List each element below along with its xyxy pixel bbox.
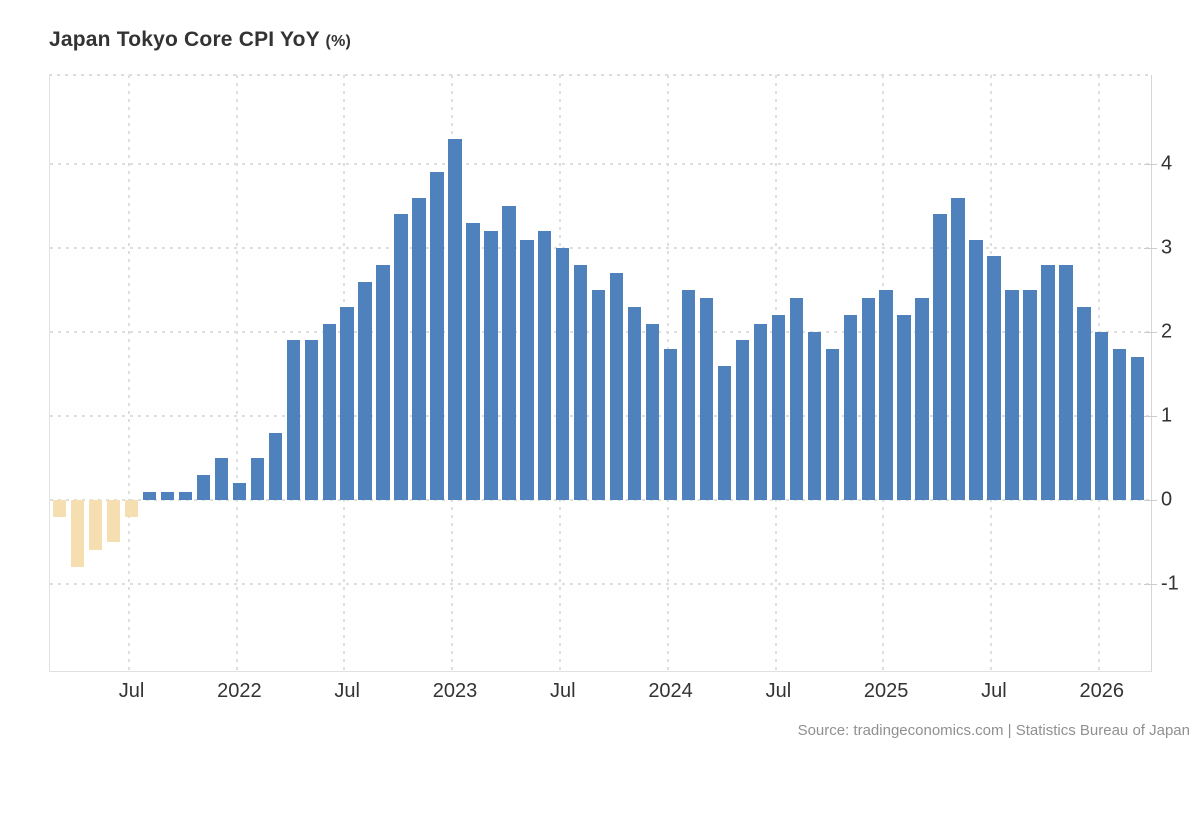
bar-nov-2023[interactable] [627, 306, 642, 500]
bar-nov-2025[interactable] [1059, 264, 1073, 500]
bar-may-2022[interactable] [304, 340, 318, 500]
bar-apr-2023[interactable] [502, 206, 516, 500]
bar-sep-2022[interactable] [376, 264, 390, 500]
bar-jun-2022[interactable] [322, 323, 336, 500]
bar-oct-2024[interactable] [825, 348, 839, 500]
bar-jul-2025[interactable] [987, 256, 1001, 500]
x-axis-label-jul-16: Jul [334, 680, 360, 702]
gridline-y-3 [50, 247, 1151, 249]
bar-jan-2025[interactable] [879, 290, 893, 500]
bar-apr-2025[interactable] [933, 214, 947, 500]
bar-feb-2025[interactable] [897, 315, 911, 500]
y-axis-label-0: 0 [1161, 488, 1173, 511]
bar-jun-2021[interactable] [106, 500, 121, 542]
bar-oct-2021[interactable] [178, 491, 193, 500]
gridline-x-jul [127, 75, 130, 671]
bar-mar-2023[interactable] [484, 231, 498, 500]
bar-sep-2023[interactable] [592, 290, 606, 500]
bar-dec-2022[interactable] [430, 172, 444, 500]
bar-jan-2024[interactable] [663, 348, 678, 500]
gridline-x-2022 [235, 75, 238, 671]
x-axis-label-2022-10: 2022 [217, 680, 262, 702]
bar-oct-2022[interactable] [394, 214, 408, 500]
bar-jan-2023[interactable] [448, 138, 462, 500]
plot-area [49, 75, 1152, 672]
bar-feb-2026[interactable] [1113, 348, 1127, 500]
x-axis-label-2023-22: 2023 [432, 680, 478, 702]
x-axis-label-jul-52: Jul [981, 680, 1007, 702]
x-axis-label-jul-4: Jul [118, 680, 145, 702]
bar-apr-2022[interactable] [286, 340, 300, 500]
y-axis-label-2: 2 [1161, 320, 1173, 343]
y-tick-3 [1144, 248, 1157, 249]
bar-apr-2024[interactable] [717, 365, 732, 500]
bar-aug-2023[interactable] [574, 264, 588, 500]
chart-unit-label: (%) [325, 33, 352, 50]
bar-mar-2021[interactable] [53, 500, 67, 517]
bar-aug-2022[interactable] [358, 281, 372, 500]
bar-jun-2023[interactable] [538, 231, 552, 500]
gridline-y-0 [50, 499, 1151, 501]
bar-feb-2023[interactable] [466, 222, 480, 500]
bar-apr-2021[interactable] [70, 500, 85, 568]
gridline-y-4 [50, 163, 1151, 165]
x-axis-label-2025-46: 2025 [863, 680, 909, 702]
bar-sep-2025[interactable] [1023, 290, 1037, 500]
chart-title-text: Japan Tokyo Core CPI YoY [49, 28, 320, 51]
x-axis-label-2026-58: 2026 [1079, 680, 1125, 702]
bar-nov-2021[interactable] [196, 474, 211, 500]
gridline-y--1 [50, 583, 1151, 585]
bar-jun-2024[interactable] [753, 323, 768, 500]
bar-jul-2022[interactable] [340, 306, 354, 500]
x-axis-label-jul-28: Jul [549, 680, 576, 702]
bar-oct-2023[interactable] [609, 273, 624, 500]
y-tick-4 [1144, 164, 1157, 165]
y-axis-label-1: 1 [1161, 404, 1173, 427]
bar-jul-2023[interactable] [556, 248, 570, 500]
x-axis-label-2024-34: 2024 [648, 680, 693, 702]
bar-aug-2021[interactable] [142, 491, 157, 500]
bar-aug-2025[interactable] [1005, 290, 1019, 500]
y-tick--1 [1144, 584, 1157, 585]
bar-dec-2021[interactable] [214, 458, 229, 500]
bar-jul-2021[interactable] [124, 500, 139, 517]
bar-aug-2024[interactable] [789, 298, 804, 500]
y-axis-label--1: -1 [1161, 572, 1179, 595]
bar-oct-2025[interactable] [1041, 264, 1055, 500]
bar-feb-2022[interactable] [250, 458, 265, 500]
bar-mar-2022[interactable] [268, 432, 282, 500]
bar-sep-2024[interactable] [807, 332, 821, 500]
chart-title: Japan Tokyo Core CPI YoY (%) [49, 28, 351, 52]
source-attribution: Source: tradingeconomics.com | Statistic… [797, 722, 1190, 739]
bar-dec-2024[interactable] [861, 298, 875, 500]
bar-dec-2025[interactable] [1077, 306, 1091, 500]
y-axis-label-3: 3 [1161, 236, 1173, 259]
bar-may-2025[interactable] [951, 197, 965, 500]
bar-nov-2022[interactable] [412, 197, 426, 500]
bar-jul-2024[interactable] [771, 315, 786, 500]
bar-may-2024[interactable] [735, 340, 750, 500]
plot-top-border [49, 74, 1151, 76]
bar-sep-2021[interactable] [160, 491, 175, 500]
bar-jun-2025[interactable] [969, 239, 983, 500]
y-axis-label-4: 4 [1161, 152, 1173, 175]
bar-mar-2025[interactable] [915, 298, 929, 500]
y-tick-2 [1144, 332, 1157, 333]
bar-jan-2022[interactable] [232, 483, 247, 500]
bar-may-2023[interactable] [520, 239, 534, 500]
bar-mar-2024[interactable] [699, 298, 714, 500]
y-tick-0 [1144, 500, 1157, 501]
y-tick-1 [1144, 416, 1157, 417]
bar-dec-2023[interactable] [645, 323, 660, 500]
bar-may-2021[interactable] [88, 500, 103, 551]
bar-jan-2026[interactable] [1095, 332, 1109, 500]
bar-nov-2024[interactable] [843, 315, 857, 500]
bar-feb-2024[interactable] [681, 290, 696, 500]
x-axis-label-jul-40: Jul [765, 680, 792, 702]
bar-mar-2026[interactable] [1131, 357, 1145, 500]
